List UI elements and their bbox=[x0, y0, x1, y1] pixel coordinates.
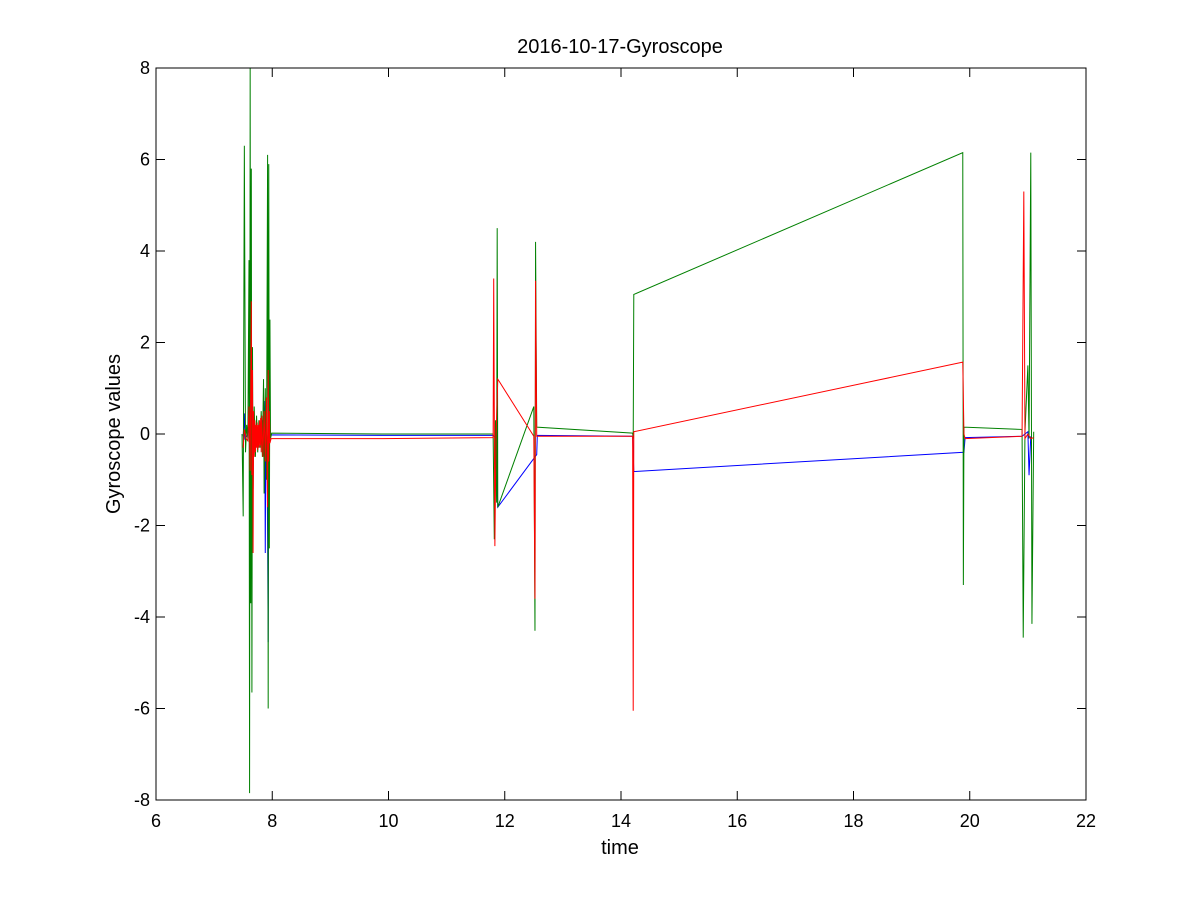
series-line-3 bbox=[242, 191, 1034, 711]
y-axis-title: Gyroscope values bbox=[103, 354, 125, 514]
y-tick-label: -8 bbox=[134, 790, 150, 810]
y-tick-label: 6 bbox=[140, 150, 150, 170]
x-tick-label: 16 bbox=[727, 811, 747, 831]
y-tick-label: 2 bbox=[140, 333, 150, 353]
chart-title: 2016-10-17-Gyroscope bbox=[517, 36, 723, 58]
axes-layer: 6 8 10 12 14 16 18 20 22 -8 -6 -4 -2 0 2 4 6 8 bbox=[134, 58, 1096, 831]
y-tick-label: 4 bbox=[140, 241, 150, 261]
x-tick-label: 22 bbox=[1076, 811, 1096, 831]
x-tick-label: 6 bbox=[151, 811, 161, 831]
x-axis-title: time bbox=[601, 837, 639, 859]
x-tick-label: 10 bbox=[378, 811, 398, 831]
x-tick-label: 8 bbox=[267, 811, 277, 831]
y-tick-label: 0 bbox=[140, 424, 150, 444]
y-tick-label: -6 bbox=[134, 699, 150, 719]
series-layer bbox=[241, 67, 1035, 794]
x-tick-label: 14 bbox=[611, 811, 631, 831]
y-tick-label: -2 bbox=[134, 516, 150, 536]
x-tick-label: 20 bbox=[960, 811, 980, 831]
y-tick-label: 8 bbox=[140, 58, 150, 78]
y-tick-label: -4 bbox=[134, 607, 150, 627]
x-tick-label: 12 bbox=[495, 811, 515, 831]
x-tick-label: 18 bbox=[843, 811, 863, 831]
